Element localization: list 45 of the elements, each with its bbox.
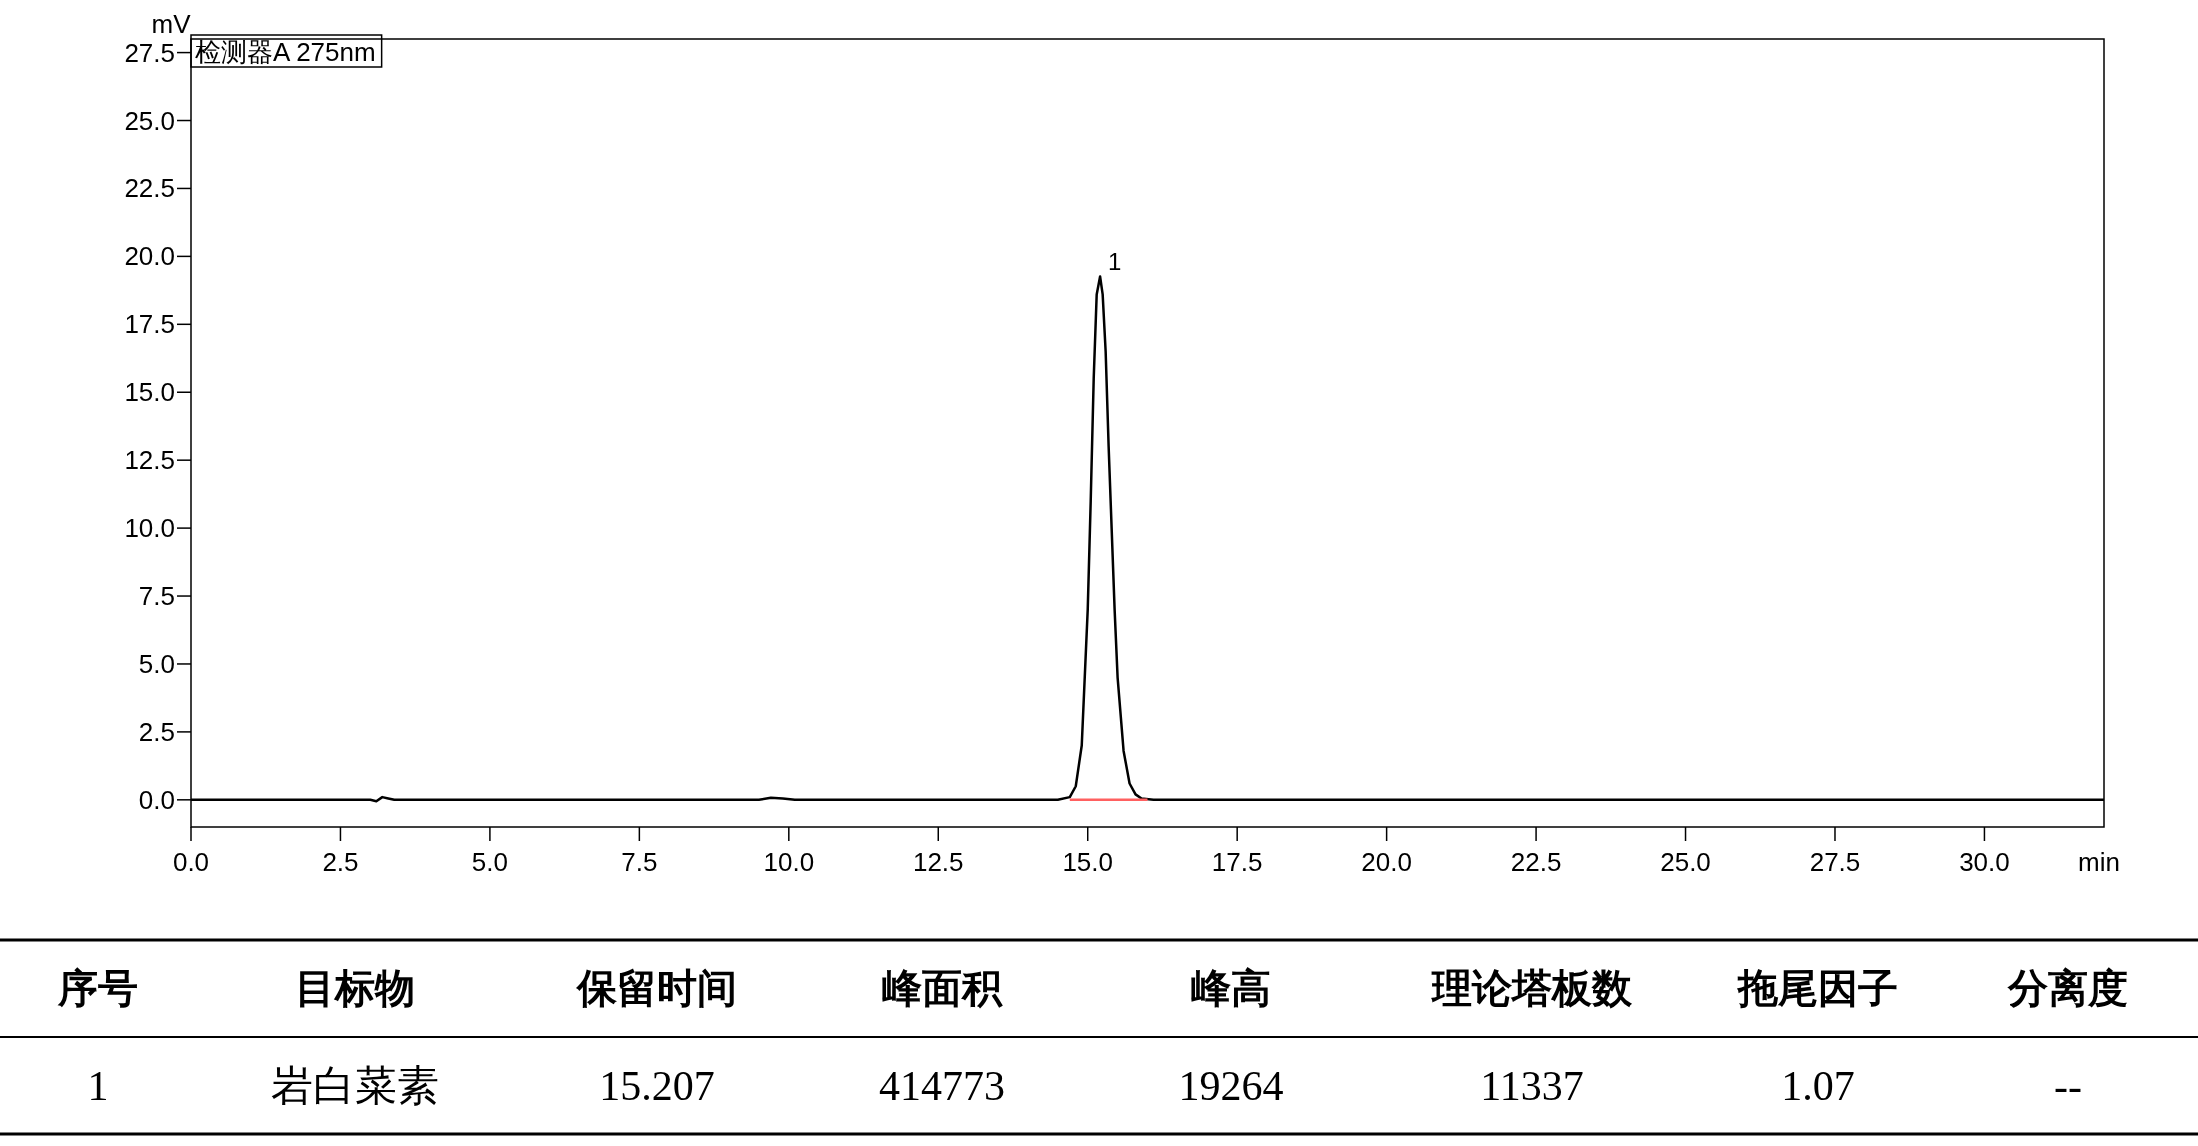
text: 15.207 [599, 1063, 715, 1109]
x-tick-label: 20.0 [1361, 847, 1412, 877]
x-tick-label: 2.5 [322, 847, 359, 877]
text: 目标物 [295, 965, 415, 1011]
x-tick-label: 0.0 [172, 847, 210, 877]
text: 拖尾因子 [1736, 965, 1898, 1011]
text: 序号 [57, 965, 138, 1011]
y-tick-label: 2.5 [138, 716, 175, 747]
x-tick-label: 25.0 [1660, 847, 1711, 877]
y-tick-label: 27.5 [124, 37, 175, 68]
x-tick-label: 27.5 [1809, 847, 1861, 877]
text: 峰面积 [882, 965, 1003, 1011]
y-tick-label: 25.0 [124, 105, 175, 136]
text: 1.07 [1781, 1063, 1855, 1109]
x-tick-label: 17.5 [1211, 847, 1263, 877]
x-tick-label: 10.0 [763, 847, 815, 877]
x-tick-label: 5.0 [471, 847, 508, 877]
text: 分离度 [2007, 965, 2128, 1011]
text: 岩白菜素 [271, 1063, 439, 1109]
x-tick-label: 12.5 [912, 847, 964, 877]
x-tick-label: 22.5 [1510, 847, 1562, 877]
y-axis-title: mV [151, 9, 192, 39]
y-tick-label: 20.0 [124, 241, 175, 272]
annotation: 检测器A 275nm [195, 37, 376, 67]
y-tick-label: 12.5 [124, 445, 175, 476]
x-tick-label: 7.5 [621, 847, 658, 877]
text: 19264 [1178, 1063, 1284, 1109]
text: 保留时间 [575, 965, 737, 1011]
x-tick-label: 15.0 [1062, 847, 1114, 877]
y-tick-label: 7.5 [138, 581, 175, 612]
text: 峰高 [1191, 965, 1271, 1011]
y-tick-label: 17.5 [124, 309, 175, 340]
x-axis-title: min [2078, 847, 2120, 877]
annotation: 1 [1108, 248, 1122, 276]
y-tick-label: 0.0 [138, 784, 175, 815]
text: 11337 [1480, 1063, 1584, 1109]
y-tick-label: 15.0 [124, 377, 175, 408]
text: -- [2054, 1063, 2082, 1109]
text: 1 [87, 1063, 109, 1109]
y-tick-label: 5.0 [138, 648, 175, 679]
y-tick-label: 22.5 [124, 173, 175, 204]
text: 414773 [879, 1063, 1005, 1109]
x-tick-label: 30.0 [1959, 847, 2010, 877]
text: 理论塔板数 [1431, 965, 1633, 1011]
y-tick-label: 10.0 [124, 513, 175, 544]
